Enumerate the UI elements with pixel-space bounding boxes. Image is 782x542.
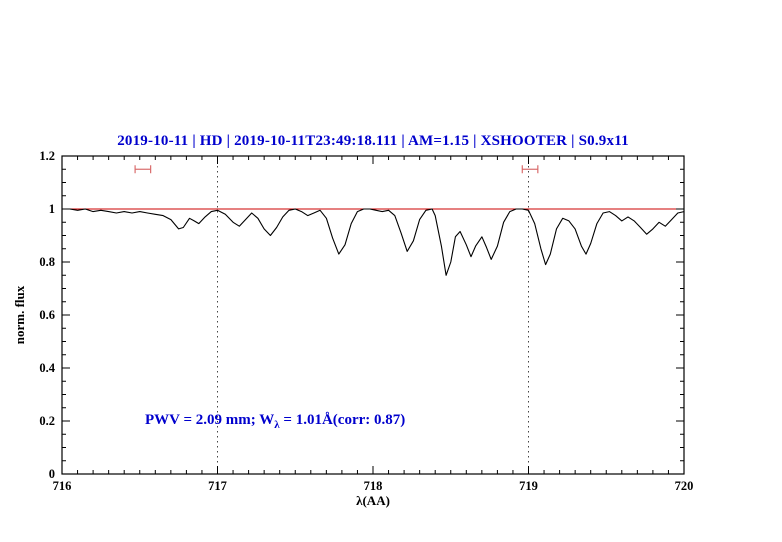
annotation-prefix: PWV = 2.09 mm; W <box>145 412 275 428</box>
plot-title: 2019-10-11 | HD | 2019-10-11T23:49:18.11… <box>117 133 629 149</box>
y-tick-label: 0 <box>49 467 55 481</box>
pwv-annotation: PWV = 2.09 mm; Wλ = 1.01Å(corr: 0.87) <box>145 412 405 431</box>
x-tick-label: 716 <box>53 479 72 493</box>
annotation-lambda-subscript: λ <box>274 419 280 431</box>
annotation-suffix: = 1.01Å(corr: 0.87) <box>279 412 406 428</box>
plot-border <box>61 155 685 475</box>
x-tick-label: 717 <box>208 479 227 493</box>
y-tick-label: 0.4 <box>39 361 55 375</box>
y-tick-label: 0.8 <box>39 255 55 269</box>
y-tick-label: 1.2 <box>39 149 55 163</box>
spectrum-line <box>62 208 685 276</box>
y-tick-label: 0.2 <box>39 414 55 428</box>
x-axis-label: λ(AA) <box>356 493 390 508</box>
x-tick-label: 719 <box>519 479 538 493</box>
x-tick-label: 718 <box>364 479 383 493</box>
interval-marker <box>521 165 539 174</box>
interval-marker <box>134 165 152 174</box>
y-tick-label: 1 <box>49 202 55 216</box>
y-tick-label: 0.6 <box>39 308 55 322</box>
x-tick-label: 720 <box>675 479 694 493</box>
